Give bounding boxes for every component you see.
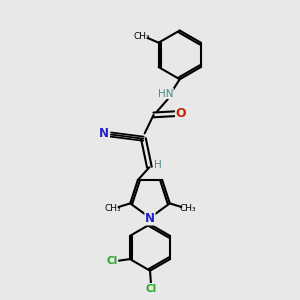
Text: CH₃: CH₃ xyxy=(179,204,196,213)
Text: H: H xyxy=(154,160,162,170)
Text: O: O xyxy=(176,107,186,120)
Text: Cl: Cl xyxy=(146,284,157,293)
Text: N: N xyxy=(145,212,155,225)
Text: CH₃: CH₃ xyxy=(104,204,121,213)
Text: N: N xyxy=(99,127,109,140)
Text: CH₃: CH₃ xyxy=(134,32,150,41)
Text: Cl: Cl xyxy=(106,256,118,266)
Text: HN: HN xyxy=(158,88,173,98)
